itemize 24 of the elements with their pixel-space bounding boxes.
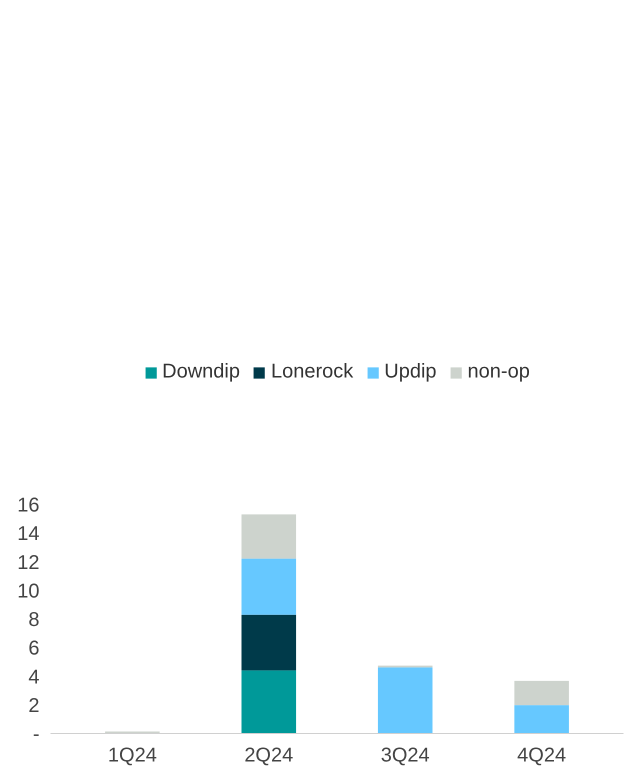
- y-tick-label: -: [32, 724, 40, 746]
- y-tick-label: 6: [28, 638, 40, 660]
- x-tick-label: 2Q24: [244, 744, 294, 766]
- y-tick-label: 16: [17, 494, 40, 516]
- legend-label: non-op: [468, 360, 530, 384]
- bar: [514, 705, 569, 734]
- y-tick-label: 2: [28, 694, 40, 717]
- bar: [242, 514, 296, 559]
- legend-label: Updip: [384, 360, 437, 384]
- bar: [242, 670, 296, 734]
- y-tick-label: 8: [28, 609, 40, 631]
- bar: [514, 680, 569, 706]
- x-tick-label: 4Q24: [517, 744, 566, 766]
- bar: [242, 614, 296, 670]
- bar: [378, 667, 432, 734]
- x-tick-label: 3Q24: [380, 744, 430, 766]
- y-tick-label: 14: [17, 523, 40, 546]
- y-tick-label: 12: [17, 552, 40, 574]
- y-tick-label: 4: [28, 666, 40, 688]
- y-tick-label: 10: [17, 580, 40, 602]
- legend-label: Downdip: [162, 360, 240, 384]
- bar: [242, 558, 296, 615]
- legend-label: Lonerock: [271, 360, 354, 384]
- x-tick-label: 1Q24: [108, 744, 157, 766]
